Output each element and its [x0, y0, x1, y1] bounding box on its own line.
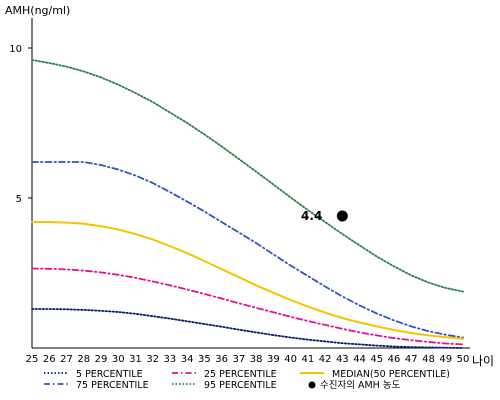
y-tick-label: 5 [16, 194, 22, 205]
x-tick-label: 30 [112, 354, 125, 365]
x-tick-label: 41 [301, 354, 314, 365]
legend: 5 PERCENTILE 25 PERCENTILE MEDIAN(50 PERCE… [44, 369, 450, 391]
patient-marker-layer: 4.4 [301, 209, 348, 223]
y-tick-labels: 5 10 [9, 44, 32, 205]
x-tick-label: 50 [457, 354, 470, 365]
x-tick-label: 25 [26, 354, 39, 365]
x-tick-label: 48 [422, 354, 435, 365]
x-tick-label: 46 [388, 354, 401, 365]
x-tick-label: 40 [284, 354, 297, 365]
x-tick-label: 36 [215, 354, 228, 365]
x-tick-label: 49 [439, 354, 452, 365]
x-tick-label: 32 [146, 354, 159, 365]
x-tick-label: 34 [181, 354, 194, 365]
x-tick-label: 37 [233, 354, 246, 365]
x-tick-label: 31 [129, 354, 142, 365]
patient-amh-value-label: 4.4 [301, 209, 322, 223]
legend-label: 수진자의 AMH 농도 [320, 380, 401, 391]
x-axis-label: 나이 [472, 354, 494, 368]
series-line-95-percentile [31, 59, 464, 293]
patient-amh-marker [336, 210, 348, 222]
legend-label: MEDIAN(50 PERCENTILE) [332, 369, 450, 380]
x-tick-label: 35 [198, 354, 211, 365]
x-tick-label: 42 [319, 354, 332, 365]
x-tick-label: 29 [95, 354, 108, 365]
x-tick-label: 44 [353, 354, 366, 365]
series-line-75-percentile [31, 161, 464, 339]
x-tick-label: 38 [250, 354, 263, 365]
x-tick-label: 26 [43, 354, 56, 365]
legend-marker-swatch [308, 381, 316, 389]
legend-label: 25 PERCENTILE [204, 369, 277, 380]
x-tick-label: 43 [336, 354, 349, 365]
x-tick-label: 28 [77, 354, 90, 365]
legend-label: 5 PERCENTILE [76, 369, 143, 380]
legend-label: 95 PERCENTILE [204, 380, 277, 391]
y-tick-label: 10 [9, 44, 22, 55]
y-axis-label: AMH(ng/ml) [5, 4, 70, 17]
x-tick-labels: 25 26 27 28 29 30 31 32 33 34 35 36 37 38 39 40 41 42 43 44… [26, 354, 470, 365]
x-tick-label: 27 [60, 354, 73, 365]
x-tick-label: 45 [370, 354, 383, 365]
x-tick-label: 47 [405, 354, 418, 365]
legend-label: 75 PERCENTILE [76, 380, 149, 391]
percentile-lines [31, 59, 464, 349]
series-line-25-percentile [31, 267, 464, 346]
axes: AMH(ng/ml) 나이 25 26 27 28 29 30 31 32 33 34 35 36 37… [5, 4, 494, 368]
series-line-5-percentile [31, 308, 464, 349]
x-tick-label: 39 [267, 354, 280, 365]
series-line-median-50-percentile [31, 221, 464, 340]
x-tick-label: 33 [164, 354, 177, 365]
